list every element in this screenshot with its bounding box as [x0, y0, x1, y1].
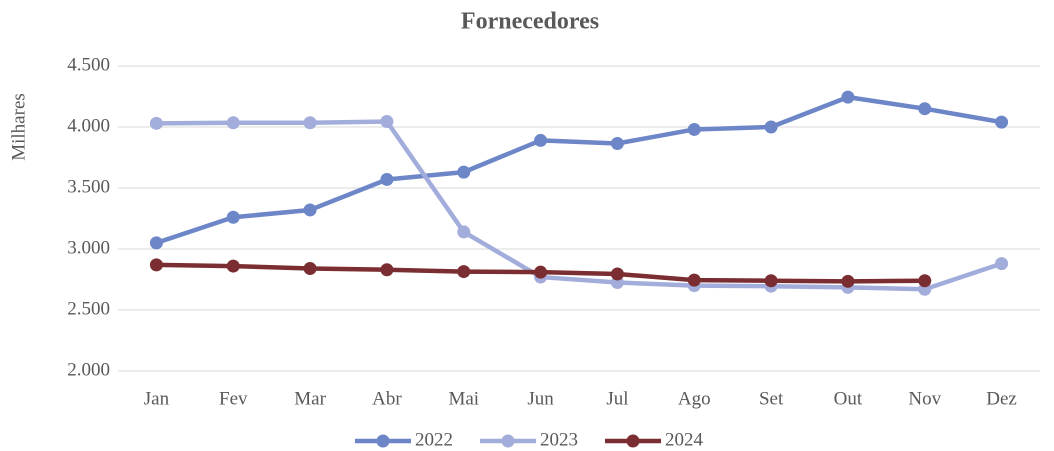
- legend-label: 2024: [665, 429, 704, 450]
- point: [457, 225, 471, 239]
- x-tick-label: Set: [759, 388, 784, 409]
- y-tick-label: 4.000: [67, 115, 110, 136]
- x-tick-label: Fev: [219, 388, 248, 409]
- point: [995, 115, 1009, 129]
- x-tick-label: Ago: [678, 388, 711, 409]
- point: [918, 274, 932, 288]
- x-tick-label: Mai: [448, 388, 479, 409]
- point: [149, 116, 163, 130]
- point: [918, 102, 932, 116]
- point: [534, 133, 548, 147]
- point: [841, 90, 855, 104]
- x-tick-label: Out: [834, 388, 863, 409]
- point: [303, 203, 317, 217]
- chart-title: Fornecedores: [461, 9, 599, 35]
- point: [687, 273, 701, 287]
- y-tick-label: 4.500: [67, 54, 110, 75]
- legend-label: 2022: [415, 429, 453, 450]
- point: [457, 265, 471, 279]
- point: [457, 165, 471, 179]
- x-tick-label: Abr: [372, 388, 402, 409]
- point: [687, 122, 701, 136]
- point: [149, 258, 163, 272]
- x-tick-label: Jan: [144, 388, 170, 409]
- point: [303, 116, 317, 130]
- point: [610, 136, 624, 150]
- point: [226, 210, 240, 224]
- x-tick-label: Dez: [986, 388, 1017, 409]
- y-tick-label: 2.000: [67, 359, 110, 380]
- x-tick-label: Nov: [908, 388, 941, 409]
- point: [303, 262, 317, 276]
- legend-label: 2023: [540, 429, 578, 450]
- point: [380, 263, 394, 277]
- legend-marker: [501, 434, 515, 448]
- y-axis-label: Milhares: [8, 93, 29, 161]
- series-line: [156, 119, 1003, 292]
- point: [149, 236, 163, 250]
- y-tick-label: 3.500: [67, 176, 110, 197]
- point: [226, 259, 240, 273]
- point: [995, 257, 1009, 271]
- point: [764, 274, 778, 288]
- point: [841, 274, 855, 288]
- x-tick-label: Jul: [606, 388, 628, 409]
- x-tick-label: Mar: [294, 388, 326, 409]
- point: [610, 267, 624, 281]
- series-line: [155, 94, 1002, 246]
- y-tick-label: 3.000: [67, 237, 110, 258]
- point: [380, 115, 394, 129]
- x-tick-label: Jun: [527, 388, 554, 409]
- point: [764, 120, 778, 134]
- legend-marker: [626, 434, 640, 448]
- point: [380, 172, 394, 186]
- y-tick-label: 2.500: [67, 298, 110, 319]
- point: [534, 265, 548, 279]
- legend-marker: [376, 434, 390, 448]
- point: [226, 116, 240, 130]
